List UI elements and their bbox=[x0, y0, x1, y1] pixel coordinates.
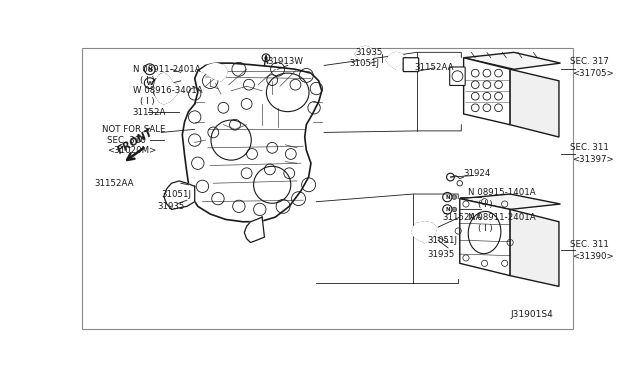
Text: SEC. 317: SEC. 317 bbox=[570, 57, 609, 66]
Text: N: N bbox=[445, 207, 450, 212]
Polygon shape bbox=[200, 63, 227, 81]
Text: N 08915-1401A: N 08915-1401A bbox=[467, 188, 535, 197]
Polygon shape bbox=[463, 52, 561, 69]
Text: W: W bbox=[147, 81, 153, 86]
Text: ( I ): ( I ) bbox=[140, 76, 155, 84]
Text: 31935: 31935 bbox=[428, 250, 454, 259]
Circle shape bbox=[264, 56, 268, 59]
Text: 31152AA: 31152AA bbox=[415, 63, 454, 72]
Polygon shape bbox=[164, 181, 195, 209]
Circle shape bbox=[452, 195, 457, 199]
Text: 31051J: 31051J bbox=[428, 236, 457, 245]
Text: 31152AA: 31152AA bbox=[443, 213, 482, 222]
Polygon shape bbox=[460, 194, 561, 209]
Polygon shape bbox=[154, 73, 179, 104]
Text: <31020M>: <31020M> bbox=[107, 147, 156, 155]
Text: 31152AA: 31152AA bbox=[94, 179, 134, 188]
Text: N: N bbox=[445, 195, 450, 200]
Polygon shape bbox=[463, 58, 510, 125]
Text: 31924: 31924 bbox=[463, 169, 491, 178]
Text: 31935: 31935 bbox=[157, 202, 185, 211]
Text: SEC. 311: SEC. 311 bbox=[570, 143, 609, 152]
FancyBboxPatch shape bbox=[403, 58, 419, 71]
FancyBboxPatch shape bbox=[83, 48, 573, 329]
Circle shape bbox=[262, 54, 270, 62]
Text: N 08911-2401A: N 08911-2401A bbox=[467, 213, 535, 222]
Text: ( I ): ( I ) bbox=[478, 224, 493, 233]
Polygon shape bbox=[510, 69, 559, 137]
Polygon shape bbox=[510, 209, 559, 286]
Circle shape bbox=[158, 74, 164, 80]
Text: SEC. 310: SEC. 310 bbox=[107, 136, 146, 145]
Polygon shape bbox=[412, 222, 436, 243]
Text: N: N bbox=[147, 67, 152, 72]
Text: 31051J: 31051J bbox=[161, 189, 191, 199]
Text: <31397>: <31397> bbox=[572, 155, 614, 164]
Polygon shape bbox=[244, 217, 264, 243]
Text: ( I ): ( I ) bbox=[140, 97, 155, 106]
Polygon shape bbox=[460, 199, 510, 276]
Text: N 08911-2401A: N 08911-2401A bbox=[132, 65, 200, 74]
Text: SEC. 311: SEC. 311 bbox=[570, 240, 609, 249]
Text: NOT FOR SALE: NOT FOR SALE bbox=[102, 125, 165, 134]
Text: 31913W: 31913W bbox=[268, 57, 303, 66]
FancyBboxPatch shape bbox=[450, 67, 465, 86]
Text: FRONT: FRONT bbox=[116, 128, 156, 156]
Text: 31051J: 31051J bbox=[349, 59, 380, 68]
Polygon shape bbox=[386, 52, 410, 69]
Text: 31152A: 31152A bbox=[132, 108, 166, 117]
Text: ( I ): ( I ) bbox=[478, 199, 493, 209]
Text: <31390>: <31390> bbox=[572, 252, 614, 261]
Text: <31705>: <31705> bbox=[572, 68, 614, 78]
Text: W 08916-3401A: W 08916-3401A bbox=[132, 86, 202, 95]
Polygon shape bbox=[355, 46, 376, 63]
Text: 31935: 31935 bbox=[355, 48, 383, 57]
Circle shape bbox=[452, 207, 457, 212]
Text: J31901S4: J31901S4 bbox=[510, 310, 553, 319]
